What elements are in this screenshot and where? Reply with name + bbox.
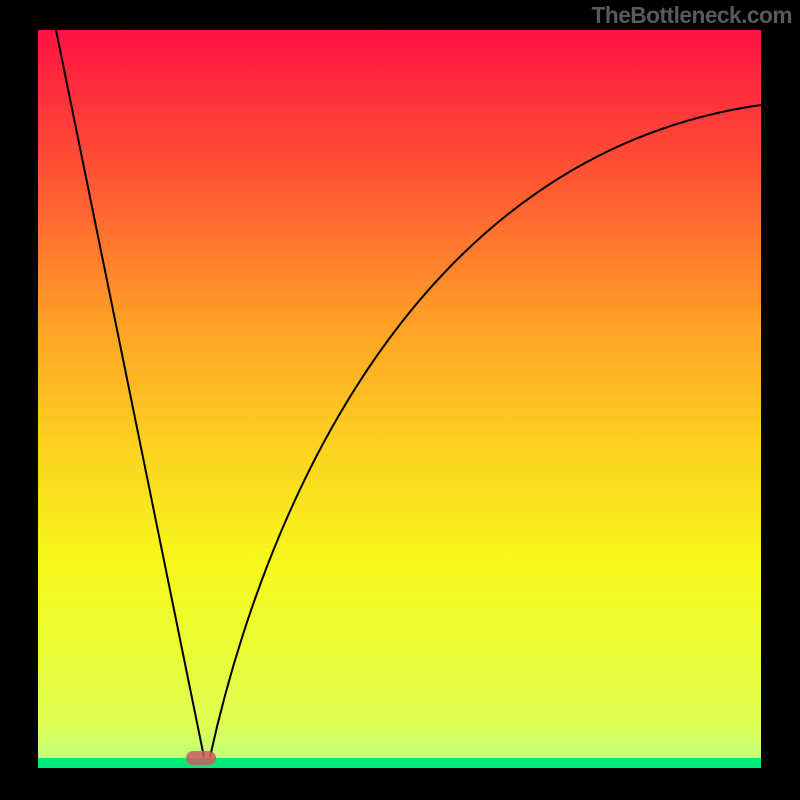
green-band [38, 758, 761, 768]
watermark-text: TheBottleneck.com [592, 2, 792, 29]
minimum-marker [186, 751, 216, 765]
outer-frame: TheBottleneck.com [0, 0, 800, 800]
plot-background [38, 30, 761, 768]
chart-svg [0, 0, 800, 800]
